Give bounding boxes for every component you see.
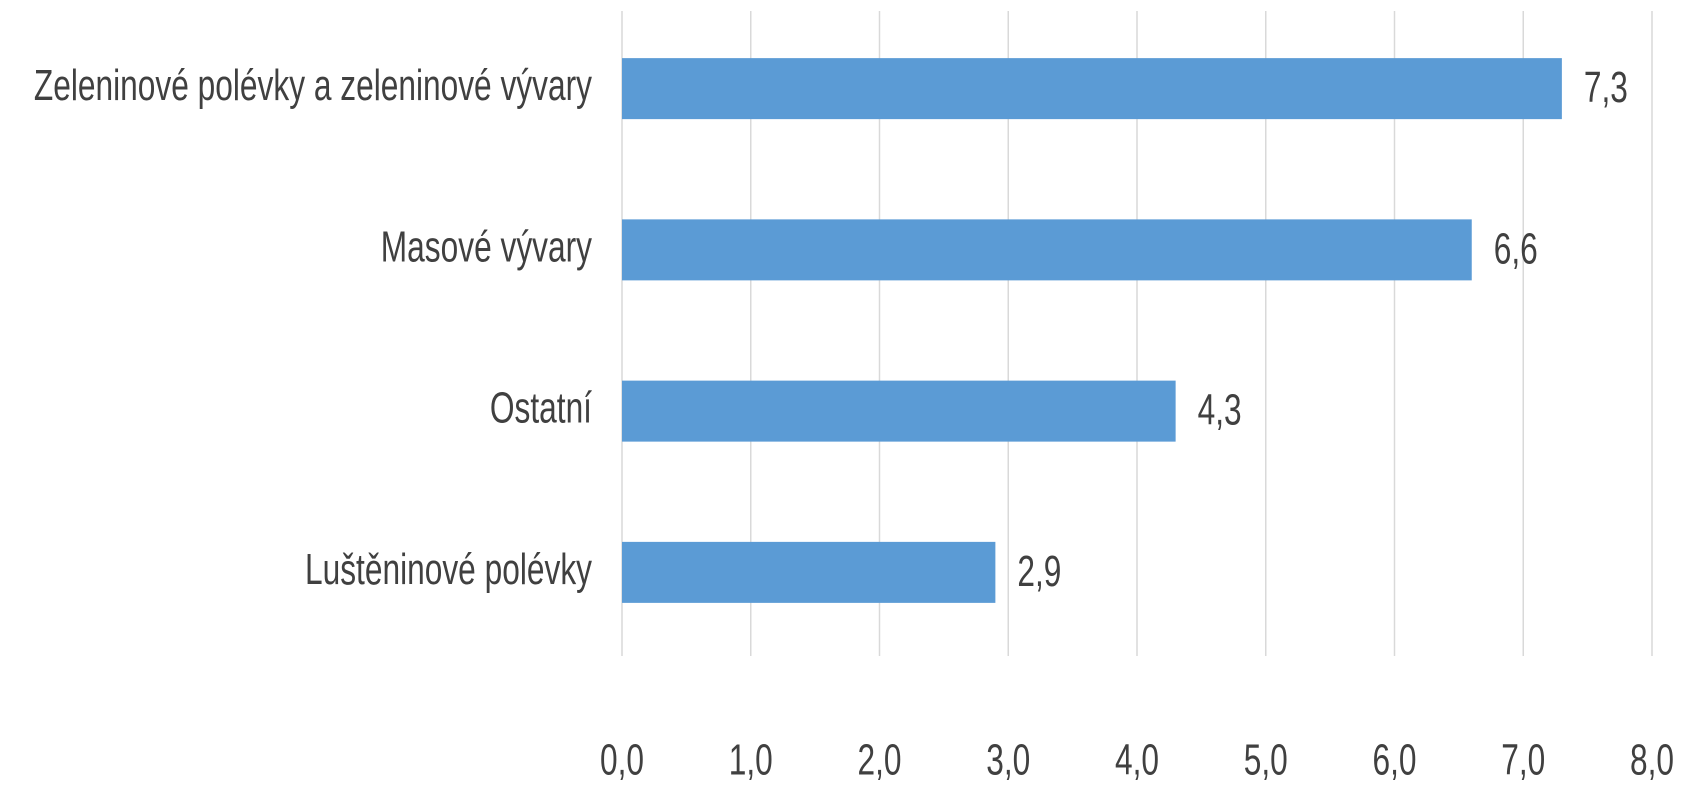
- x-tick-label: 7,0: [1501, 736, 1545, 785]
- x-tick-label: 2,0: [857, 736, 901, 785]
- x-tick-label: 6,0: [1372, 736, 1416, 785]
- bar: [622, 58, 1562, 120]
- x-tick-label: 4,0: [1115, 736, 1159, 785]
- bar: [622, 219, 1472, 281]
- y-tick-label: Zeleninové polévky a zeleninové vývary: [34, 61, 593, 110]
- data-label: 6,6: [1494, 224, 1538, 273]
- y-tick-label: Masové vývary: [381, 222, 593, 271]
- y-tick-label: Luštěninové polévky: [305, 545, 593, 594]
- x-tick-label: 5,0: [1244, 736, 1288, 785]
- x-tick-label: 0,0: [600, 736, 644, 785]
- data-label: 4,3: [1198, 386, 1242, 435]
- bar: [622, 541, 996, 603]
- x-tick-label: 1,0: [729, 736, 773, 785]
- x-tick-label: 3,0: [986, 736, 1030, 785]
- y-tick-label: Ostatní: [490, 384, 592, 433]
- data-label: 7,3: [1584, 63, 1628, 112]
- data-label: 2,9: [1017, 547, 1061, 596]
- bar: [622, 380, 1176, 442]
- x-tick-label: 8,0: [1630, 736, 1674, 785]
